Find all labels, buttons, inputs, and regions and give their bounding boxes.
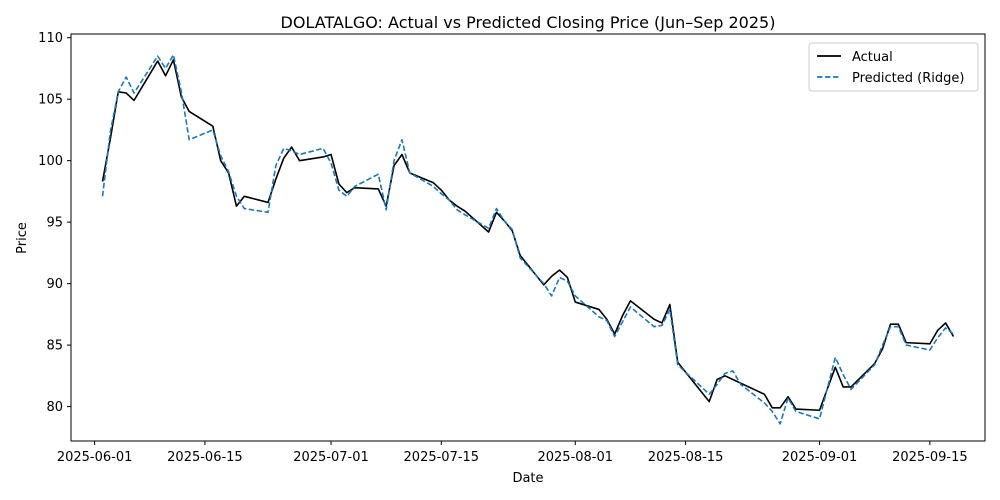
y-tick-label: 100 (38, 154, 63, 169)
chart-title: DOLATALGO: Actual vs Predicted Closing P… (281, 13, 776, 32)
x-tick-label: 2025-09-15 (892, 450, 968, 465)
x-tick-label: 2025-06-01 (57, 450, 133, 465)
x-axis-title: Date (512, 471, 543, 486)
x-tick-label: 2025-08-01 (537, 450, 613, 465)
legend-predicted-label: Predicted (Ridge) (852, 71, 964, 86)
y-tick-label: 90 (46, 277, 63, 292)
x-tick-label: 2025-07-15 (404, 450, 480, 465)
y-tick-label: 105 (38, 93, 63, 108)
x-tick-label: 2025-08-15 (648, 450, 724, 465)
x-axis: 2025-06-01 2025-06-15 2025-07-01 2025-07-15… (57, 441, 968, 465)
y-tick-label: 80 (46, 400, 63, 415)
series-line-predicted (101, 54, 954, 425)
legend-frame (808, 42, 979, 92)
y-tick-label: 110 (38, 31, 63, 46)
series-line-actual (101, 59, 955, 412)
x-tick-label: 2025-07-01 (293, 450, 369, 465)
plot-frame (70, 33, 986, 442)
y-axis: 80 85 90 95 100 105 110 (38, 31, 71, 415)
y-tick-label: 95 (46, 216, 63, 231)
x-tick-label: 2025-06-15 (167, 450, 243, 465)
y-tick-label: 85 (46, 339, 63, 354)
series-layer (101, 54, 955, 425)
legend: Actual Predicted (Ridge) (808, 42, 979, 92)
y-axis-title: Price (15, 222, 30, 254)
legend-actual-label: Actual (852, 50, 893, 65)
x-tick-label: 2025-09-01 (782, 450, 858, 465)
